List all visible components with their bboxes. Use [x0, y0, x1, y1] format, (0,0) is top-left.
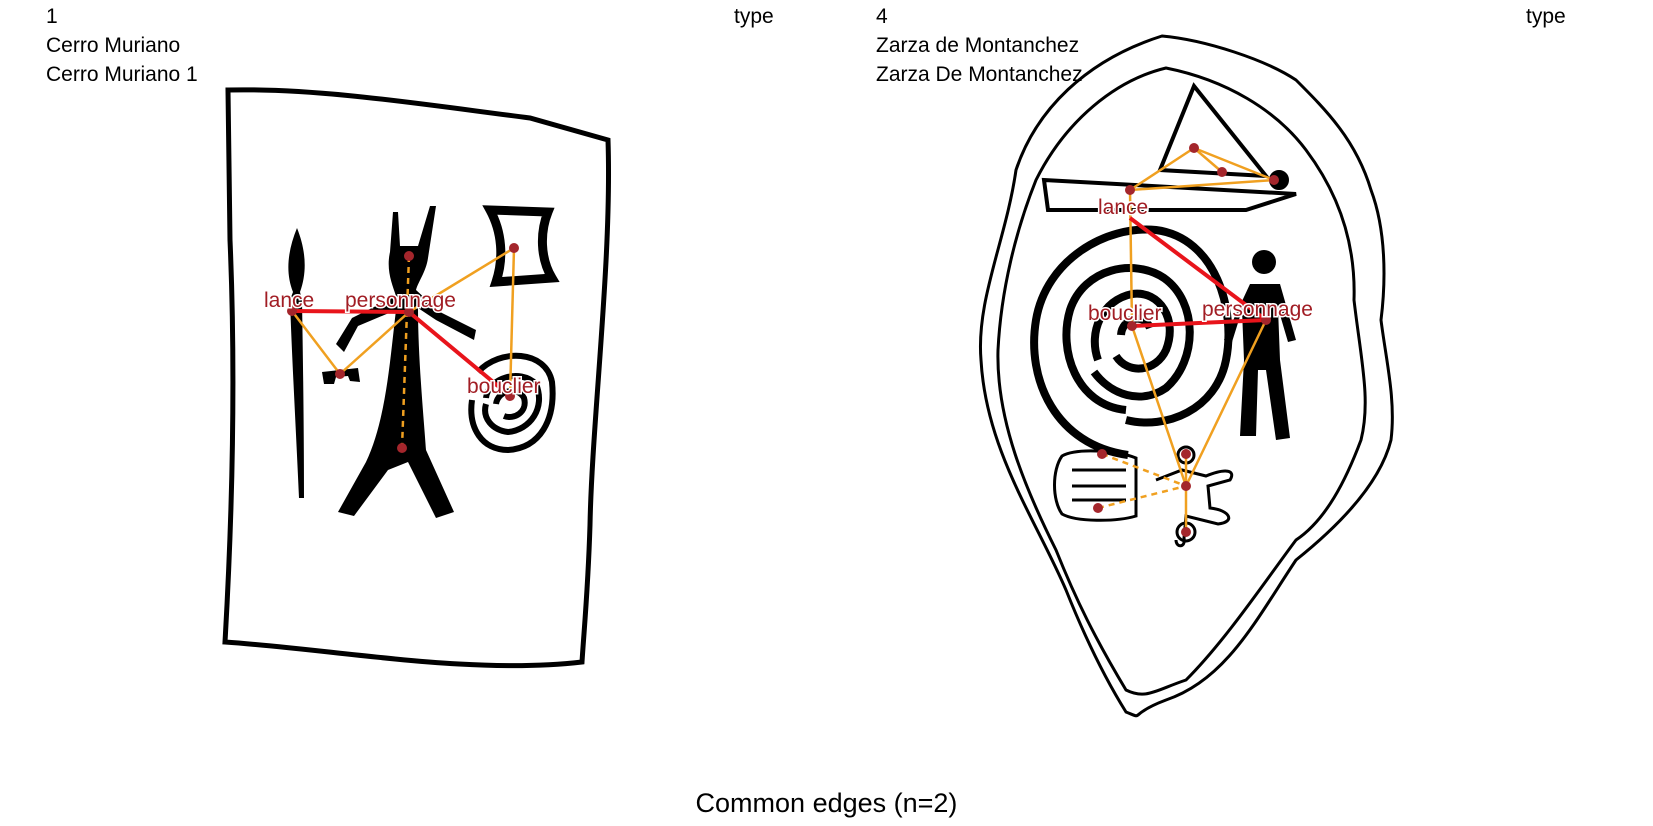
- edge-lance-object: [291, 310, 341, 375]
- warrior-figure: [336, 206, 476, 518]
- other-edges: [1097, 146, 1275, 532]
- node-pommel: [1269, 175, 1279, 185]
- edge-lance-personnage: [291, 309, 410, 314]
- edge-tip-pommel: [1193, 146, 1275, 182]
- node-mirror: [509, 243, 519, 253]
- stele-id: 1: [46, 5, 58, 28]
- node-bouclier: [505, 391, 515, 401]
- edge-personnage-mirror: [408, 246, 515, 314]
- stele-drawing-left: lance personnage bouclier: [222, 87, 612, 669]
- stone-outline-outer: [978, 34, 1394, 718]
- node-lance: [287, 306, 297, 316]
- edge-lance-personnage: [1128, 216, 1268, 322]
- edge-lance-pommel: [1129, 178, 1275, 192]
- node-lance: [1125, 185, 1135, 195]
- label-personnage: personnage: [1202, 298, 1313, 321]
- edge-personnage-bouclier: [407, 310, 512, 398]
- stele-drawing-right: lance bouclier personnage: [978, 34, 1394, 718]
- comb-figure: [1053, 445, 1234, 548]
- label-personnage: personnage: [345, 289, 456, 312]
- site-name: Cerro Muriano: [46, 34, 181, 57]
- stone-outline-inner: [996, 66, 1367, 696]
- site-name: Zarza de Montanchez: [876, 34, 1080, 57]
- edge-comb-left-top: [1101, 452, 1187, 488]
- node-bouclier: [1127, 321, 1137, 331]
- type-label: type: [1526, 5, 1566, 28]
- edge-lance-bouclier: [1128, 189, 1134, 327]
- node-comb-center: [1181, 481, 1191, 491]
- type-label: type: [734, 5, 774, 28]
- stone-outline: [222, 87, 612, 669]
- node-comb-top: [1181, 449, 1191, 459]
- node-personnage: [404, 307, 414, 317]
- figure-caption: Common edges (n=2): [695, 788, 958, 818]
- stele-panel-left: 1 Cerro Muriano Cerro Muriano 1 type: [0, 0, 826, 780]
- node-head: [404, 251, 414, 261]
- edge-personnage-comb: [1184, 319, 1268, 487]
- stele-name: Cerro Muriano 1: [46, 63, 198, 86]
- common-edges: [1128, 216, 1268, 328]
- label-bouclier: bouclier: [467, 375, 541, 398]
- edge-object-personnage: [339, 311, 410, 375]
- graph-nodes: [1093, 143, 1279, 537]
- warrior-figure: [1224, 250, 1296, 440]
- node-personnage: [1261, 315, 1271, 325]
- label-lance: lance: [1098, 196, 1148, 219]
- common-edges: [291, 309, 512, 398]
- node-object: [335, 369, 345, 379]
- graph-nodes: [287, 243, 519, 453]
- node-comb-left-bottom: [1093, 503, 1103, 513]
- stele-panel-right: 4 Zarza de Montanchez Zarza De Montanche…: [826, 0, 1652, 780]
- node-comb-bottom: [1181, 527, 1191, 537]
- stele-id: 4: [876, 5, 888, 28]
- edge-mirror-bouclier: [508, 247, 516, 397]
- label-lance: lance: [264, 289, 314, 312]
- stele-name: Zarza De Montanchez: [876, 63, 1083, 86]
- edge-tip-mid: [1193, 147, 1223, 173]
- node-tip: [1189, 143, 1199, 153]
- node-comb-left-top: [1097, 449, 1107, 459]
- other-edges: [291, 246, 516, 449]
- edge-lance-tip: [1129, 146, 1195, 192]
- node-foot: [397, 443, 407, 453]
- shield-figure: [468, 352, 556, 454]
- edge-comb-left-bottom: [1097, 484, 1187, 510]
- spear-figure: [288, 228, 305, 498]
- label-bouclier: bouclier: [1088, 302, 1162, 325]
- edge-bouclier-comb: [1130, 325, 1188, 487]
- node-mid: [1217, 167, 1227, 177]
- edge-bouclier-personnage: [1131, 318, 1267, 328]
- mirror-figure: [482, 205, 560, 287]
